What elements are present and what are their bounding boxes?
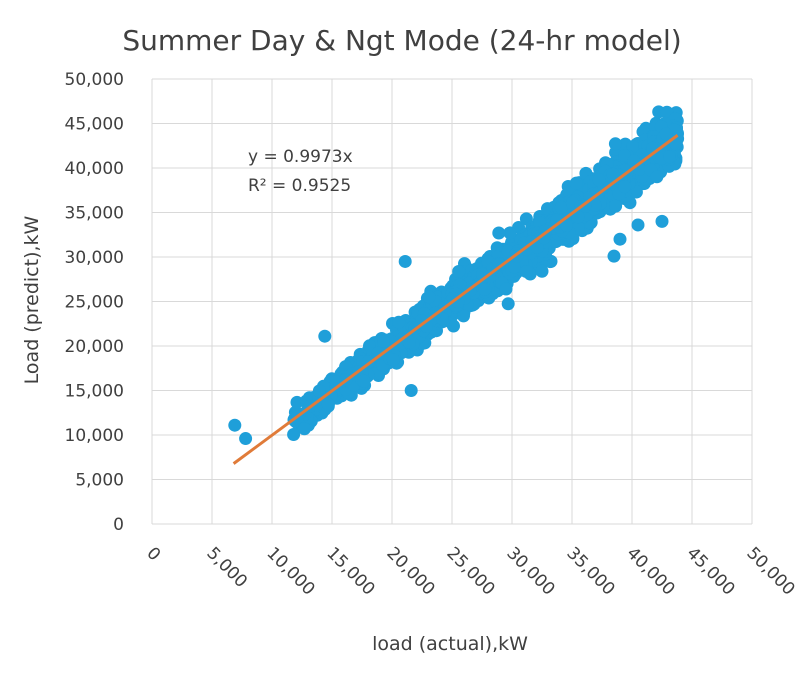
chart-title: Summer Day & Ngt Mode (24-hr model) [122, 24, 681, 57]
data-point [318, 329, 332, 343]
data-point [287, 428, 301, 441]
data-point [508, 260, 521, 274]
data-point [588, 198, 602, 212]
data-point [392, 315, 406, 329]
data-point [650, 170, 664, 184]
trendline-group [232, 134, 679, 465]
data-point [618, 180, 632, 194]
data-point [452, 265, 466, 278]
data-point [571, 210, 585, 224]
data-point [569, 176, 583, 190]
data-point [530, 240, 544, 254]
data-point [398, 254, 412, 268]
data-point [659, 127, 673, 141]
trendline-equation: y = 0.9973x [248, 147, 353, 167]
data-point [503, 226, 517, 240]
data-point [609, 199, 623, 213]
data-point [501, 297, 515, 311]
data-point [457, 309, 470, 323]
data-point [228, 418, 242, 432]
data-point [629, 185, 643, 199]
data-point [321, 397, 335, 411]
trendline [232, 134, 679, 465]
data-point [386, 353, 400, 367]
y-tick-label: 0 [113, 515, 124, 535]
data-point [592, 173, 606, 187]
data-point [377, 335, 390, 348]
data-point [631, 218, 645, 232]
y-tick-label: 40,000 [65, 159, 124, 179]
y-tick-label: 15,000 [65, 382, 124, 402]
data-point [239, 432, 253, 446]
data-point [519, 265, 533, 278]
y-tick-label: 10,000 [65, 426, 124, 446]
data-point [499, 282, 513, 296]
data-point [404, 384, 418, 397]
y-tick-label: 5,000 [75, 471, 124, 491]
data-point [655, 214, 669, 228]
y-tick-label: 20,000 [65, 337, 124, 357]
data-point [297, 422, 311, 436]
r-squared-label: R² = 0.9525 [248, 176, 351, 196]
y-tick-label: 50,000 [65, 70, 124, 90]
y-axis-title: Load (predict),kW [21, 215, 43, 384]
data-point [422, 290, 436, 304]
data-point [663, 150, 676, 164]
data-point [492, 226, 506, 240]
x-axis-title: load (actual),kW [372, 633, 528, 655]
data-point [371, 346, 385, 360]
y-tick-label: 25,000 [65, 293, 124, 313]
data-point [559, 219, 573, 232]
y-tick-labels: 0 5,000 10,000 15,000 20,000 25,000 30,000 35,0… [65, 70, 124, 535]
data-point [613, 232, 627, 246]
data-point [618, 149, 631, 162]
y-tick-label: 30,000 [65, 248, 124, 268]
data-point [535, 264, 549, 278]
y-tick-label: 35,000 [65, 204, 124, 224]
data-point [607, 249, 621, 263]
data-point [606, 167, 620, 181]
data-point [357, 374, 371, 388]
data-point [608, 137, 622, 151]
data-point [312, 384, 326, 398]
data-point [478, 282, 492, 296]
y-tick-label: 45,000 [65, 115, 124, 135]
data-point [554, 200, 568, 214]
data-point [402, 335, 416, 349]
